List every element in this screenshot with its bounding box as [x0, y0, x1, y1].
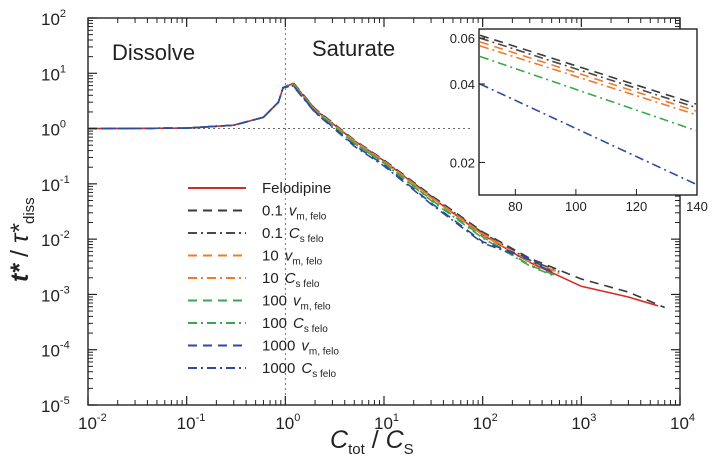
inset-x-tick-label: 120 [626, 199, 648, 214]
x-axis-title-text: Ctot / CS [330, 426, 414, 458]
y-tick-label: 10-5 [41, 395, 70, 416]
inset-y-tick-label: 0.02 [450, 155, 475, 170]
series-layer [87, 81, 666, 309]
y-axis-title-text: t* / τ*diss [6, 197, 38, 282]
series-line-4 [87, 83, 560, 275]
y-tick-label: 100 [41, 119, 66, 140]
legend-label-8: 1000 Cs felo [262, 360, 337, 380]
legend-label-1: 0.1 vm, felo [262, 203, 327, 223]
legend-label-5: 100 vm, felo [262, 293, 331, 313]
legend-label-3: 10 vm, felo [262, 248, 323, 268]
x-tick-label: 104 [670, 412, 695, 433]
series-line-0 [87, 82, 659, 307]
y-axis-title: t* / τ*diss [6, 197, 38, 282]
series-line-6 [87, 83, 557, 278]
x-axis-title: Ctot / CS [330, 426, 414, 458]
y-tick-label: 101 [41, 63, 66, 84]
legend-label-6: 100 Cs felo [262, 315, 328, 335]
inset-chart: 80 100 120 140 0.06 0.04 0.02 [450, 28, 708, 214]
y-tick-label: 10-4 [41, 340, 70, 361]
series-line-1 [87, 81, 666, 309]
legend-label-0: Felodipine [262, 180, 331, 197]
inset-y-tick-label: 0.04 [450, 77, 475, 92]
series-line-7 [87, 84, 553, 273]
x-tick-label: 10-1 [177, 412, 206, 433]
y-tick-label: 10-1 [41, 174, 70, 195]
x-tick-label: 101 [374, 412, 399, 433]
region-label-saturate: Saturate [312, 36, 395, 61]
x-tick-label: 103 [571, 412, 596, 433]
x-tick-label: 10-2 [78, 412, 107, 433]
inset-series-line-2 [479, 41, 697, 112]
y-tick-label: 10-3 [41, 284, 70, 305]
legend-label-4: 10 Cs felo [262, 270, 320, 290]
inset-series-line-5 [479, 83, 697, 185]
reference-lines [88, 18, 472, 405]
inset-series-line-0 [479, 34, 697, 105]
inset-x-tick-label: 100 [565, 199, 587, 214]
inset-series-line-4 [479, 55, 697, 132]
legend-label-2: 0.1 Cs felo [262, 225, 324, 245]
inset-y-tick-label: 0.06 [450, 31, 475, 46]
region-label-dissolve: Dissolve [112, 40, 195, 65]
legend-label-7: 1000 vm, felo [262, 338, 339, 358]
y-tick-label: 102 [41, 8, 66, 29]
inset-x-tick-label: 140 [686, 199, 708, 214]
series-line-8 [87, 85, 552, 274]
x-tick-label: 100 [275, 412, 300, 433]
y-tick-label: 10-2 [41, 229, 70, 250]
inset-x-tick-label: 80 [508, 199, 522, 214]
x-tick-label: 102 [473, 412, 498, 433]
